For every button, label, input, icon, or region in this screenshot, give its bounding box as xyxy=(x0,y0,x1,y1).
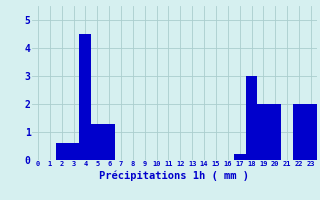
Bar xyxy=(305,104,317,160)
Bar xyxy=(103,124,115,160)
Bar xyxy=(293,104,305,160)
Bar xyxy=(68,143,79,160)
Bar xyxy=(269,104,281,160)
Bar xyxy=(234,154,246,160)
Bar xyxy=(79,34,91,160)
Bar xyxy=(91,124,103,160)
X-axis label: Précipitations 1h ( mm ): Précipitations 1h ( mm ) xyxy=(100,170,249,181)
Bar xyxy=(56,143,68,160)
Bar xyxy=(246,76,258,160)
Bar xyxy=(258,104,269,160)
